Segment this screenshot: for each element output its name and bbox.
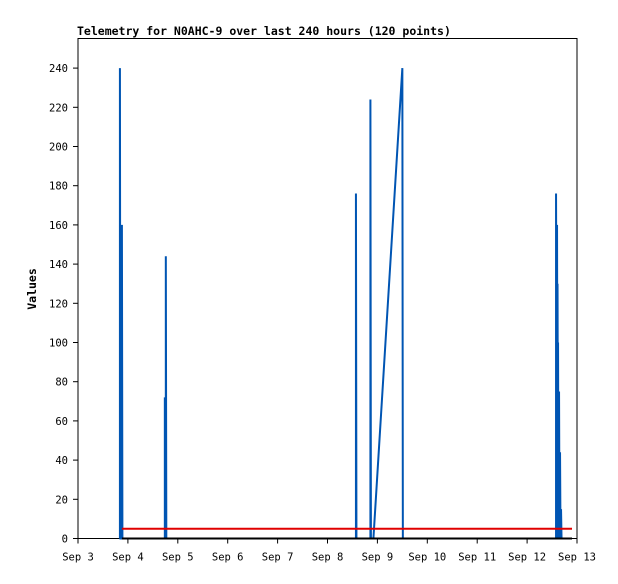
ticks-layer: 0 20 40 60 80 100 120 140 160 180 200 220 240 Sep 3 Se… — [49, 63, 596, 563]
x-tick-label: Sep 3 — [62, 552, 94, 564]
x-tick-label: Sep 6 — [212, 552, 244, 564]
y-tick-label: 200 — [49, 142, 68, 154]
x-tick-label: Sep 12 — [508, 552, 546, 564]
series-layer — [118, 68, 573, 540]
plot-frame — [77, 38, 578, 539]
y-tick-label: 240 — [49, 63, 68, 75]
x-tick-label: Sep 11 — [458, 552, 496, 564]
y-tick-label: 160 — [49, 220, 68, 232]
y-tick-label: 100 — [49, 338, 68, 350]
series-line-0 — [118, 68, 563, 540]
y-tick-label: 60 — [55, 416, 68, 428]
y-tick-label: 0 — [62, 534, 68, 546]
y-tick-label: 80 — [55, 377, 68, 389]
x-tick-label: Sep 10 — [408, 552, 446, 564]
y-tick-label: 180 — [49, 181, 68, 193]
y-tick-label: 220 — [49, 102, 68, 114]
chart-title: Telemetry for N0AHC-9 over last 240 hour… — [77, 24, 451, 38]
x-tick-label: Sep 5 — [162, 552, 194, 564]
y-tick-label: 20 — [55, 494, 68, 506]
x-tick-label: Sep 4 — [112, 552, 144, 564]
y-tick-label: 120 — [49, 298, 68, 310]
x-tick-label: Sep 13 — [558, 552, 596, 564]
y-tick-label: 140 — [49, 259, 68, 271]
y-tick-label: 40 — [55, 455, 68, 467]
y-axis-label: Values — [25, 268, 39, 310]
x-tick-label: Sep 9 — [362, 552, 394, 564]
x-tick-label: Sep 8 — [312, 552, 344, 564]
x-tick-label: Sep 7 — [262, 552, 294, 564]
